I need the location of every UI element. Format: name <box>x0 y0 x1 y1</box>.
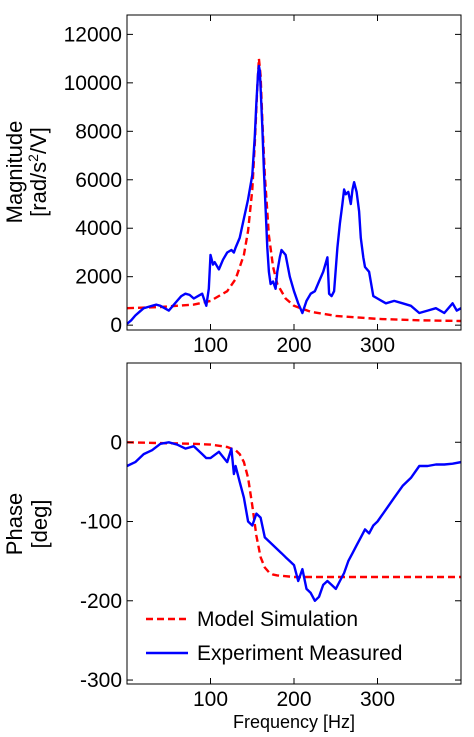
phase-y-tick-label: -300 <box>80 669 122 692</box>
phase-ylabel-line2: [deg] <box>27 500 52 549</box>
magnitude-y-tick-label: 10000 <box>64 72 122 95</box>
phase-y-tick-label: 0 <box>110 431 122 454</box>
legend-label-experiment-measured: Experiment Measured <box>197 642 402 665</box>
legend-label-model-simulation: Model Simulation <box>197 608 358 631</box>
phase-y-tick-label: -100 <box>80 511 122 534</box>
phase-axes-frame <box>126 362 462 685</box>
legend: Model Simulation Experiment Measured <box>146 608 402 665</box>
phase-series-group <box>127 441 461 602</box>
phase-y-tick-label: -200 <box>80 590 122 613</box>
phase-x-tick-label: 200 <box>276 688 311 711</box>
magnitude-y-tick-label: 12000 <box>64 23 122 46</box>
magnitude-ylabel-superscript: 2 <box>25 154 41 162</box>
magnitude-series-group <box>127 57 461 325</box>
magnitude-ylabel-tail: /V] <box>26 127 51 154</box>
magnitude-x-tick-label: 200 <box>276 334 311 357</box>
magnitude-plot: 100 200 300 0 2000 4000 6000 8000 10000 12000 <box>64 14 462 357</box>
magnitude-x-tick-label: 100 <box>193 334 228 357</box>
phase-x-tick-label: 300 <box>360 688 395 711</box>
magnitude-y-tick-label: 6000 <box>75 169 122 192</box>
magnitude-y-tick-label: 8000 <box>75 120 122 143</box>
magnitude-ylabel-line2: [rad/s2/V] <box>25 127 51 217</box>
magnitude-y-tick-label: 2000 <box>75 266 122 289</box>
magnitude-series-experiment-measured-line <box>127 64 461 325</box>
magnitude-x-tick-label: 300 <box>360 334 395 357</box>
phase-xlabel: Frequency [Hz] <box>233 712 355 732</box>
phase-plot: 100 200 300 -300 -200 -100 0 <box>80 362 462 711</box>
phase-series-model-simulation-line <box>127 441 461 579</box>
magnitude-axes-frame <box>126 14 462 331</box>
phase-ylabel-line1: Phase <box>2 493 27 555</box>
phase-series-experiment-measured-line <box>127 441 461 602</box>
magnitude-y-tick-label: 0 <box>110 314 122 337</box>
magnitude-ylabel-base: [rad/s <box>26 162 51 217</box>
magnitude-series-model-simulation-line <box>127 57 461 323</box>
magnitude-ylabel-line1: Magnitude <box>2 121 27 224</box>
magnitude-y-tick-label: 4000 <box>75 217 122 240</box>
phase-x-tick-label: 100 <box>193 688 228 711</box>
